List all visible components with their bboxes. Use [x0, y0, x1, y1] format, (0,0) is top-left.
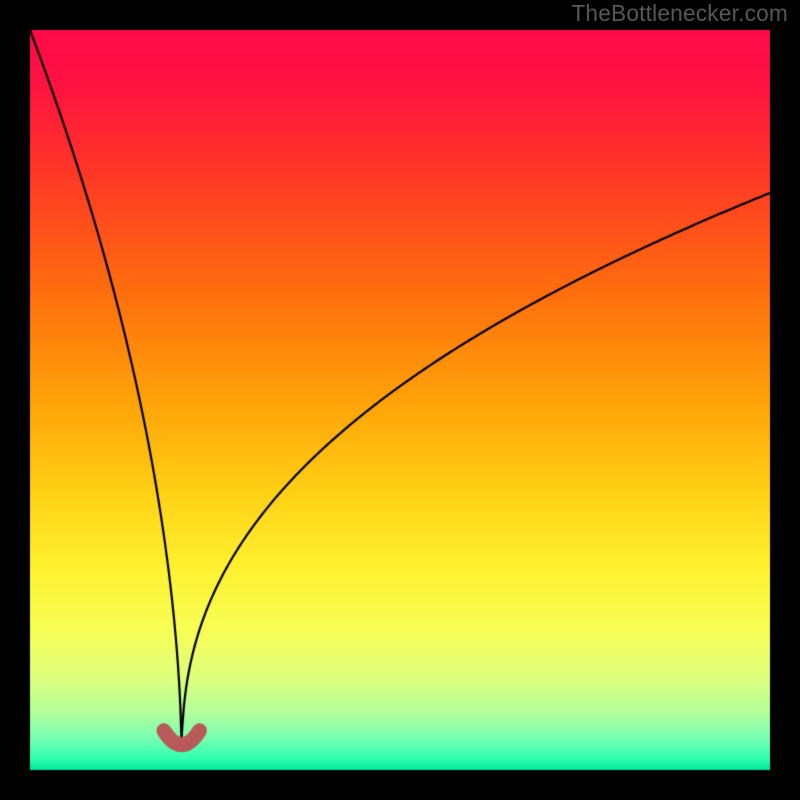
- bottleneck-gradient-chart: [0, 0, 800, 800]
- watermark-text: TheBottlenecker.com: [571, 0, 788, 27]
- chart-stage: TheBottlenecker.com: [0, 0, 800, 800]
